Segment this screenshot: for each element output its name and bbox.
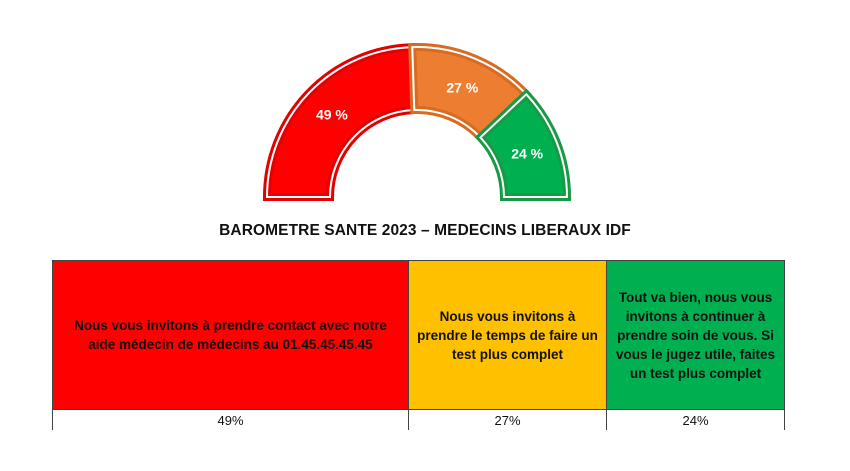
percent-cell-red: 49% <box>52 409 409 430</box>
message-cell-yellow: Nous vous invitons à prendre le temps de… <box>408 260 607 410</box>
gauge-svg: 49 % 27 % 24 % <box>262 42 572 201</box>
gauge-label-2: 27 % <box>446 80 478 96</box>
gauge-label-3: 24 % <box>511 145 543 161</box>
gauge-chart: 49 % 27 % 24 % <box>0 0 850 215</box>
message-row: Nous vous invitons à prendre contact ave… <box>52 260 785 410</box>
message-cell-green: Tout va bien, nous vous invitons à conti… <box>606 260 785 410</box>
percent-cell-yellow: 27% <box>408 409 607 430</box>
gauge-slice-border-1 <box>265 46 416 198</box>
message-cell-red: Nous vous invitons à prendre contact ave… <box>52 260 409 410</box>
chart-title: BAROMETRE SANTE 2023 – MEDECINS LIBERAUX… <box>219 222 631 239</box>
legend-table: Nous vous invitons à prendre contact ave… <box>52 260 785 430</box>
percent-row: 49% 27% 24% <box>52 409 785 430</box>
percent-cell-green: 24% <box>606 409 785 430</box>
gauge-label-1: 49 % <box>316 107 348 123</box>
gauge-slice-border-3 <box>479 92 569 198</box>
